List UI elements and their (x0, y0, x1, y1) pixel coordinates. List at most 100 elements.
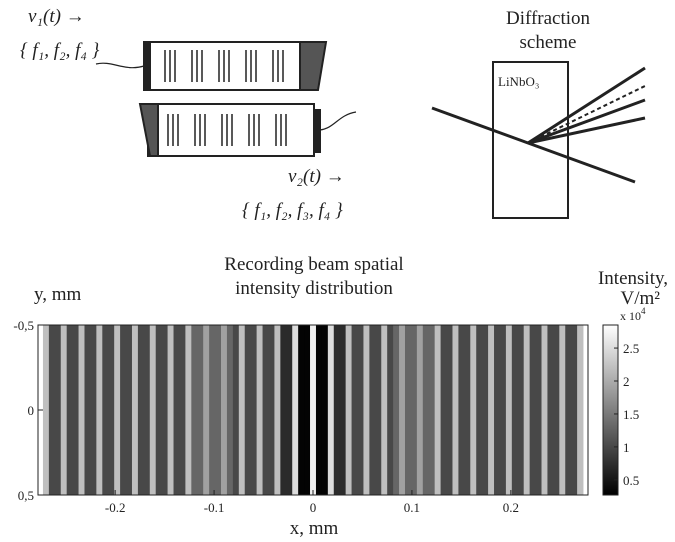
intensity-column (351, 325, 358, 495)
colorbar-label: V/m² (621, 288, 661, 309)
diffraction-diagram: Diffraction scheme LiNbO₃ (431, 8, 646, 219)
colorbar-tick-label: 2.5 (623, 341, 639, 356)
intensity-column (102, 325, 109, 495)
intensity-column (226, 325, 234, 495)
scheme-title: scheme (520, 32, 577, 53)
intensity-column (517, 325, 525, 495)
intensity-column (203, 325, 210, 495)
intensity-column (410, 325, 418, 495)
colorbar-tick-label: 1 (623, 440, 630, 455)
intensity-column (66, 325, 74, 495)
intensity-column (499, 325, 507, 495)
intensity-column (422, 325, 430, 495)
intensity-column (488, 325, 495, 495)
scheme-title: Diffraction (506, 8, 591, 29)
intensity-column (428, 325, 436, 495)
intensity-column (559, 325, 566, 495)
intensity-column (197, 325, 204, 495)
intensity-column (167, 325, 174, 495)
chart-title: intensity distribution (235, 278, 393, 299)
intensity-column (393, 325, 400, 495)
heatmap (42, 325, 584, 495)
intensity-column (96, 325, 103, 495)
intensity-column (60, 325, 68, 495)
intensity-column (72, 325, 79, 495)
intensity-column (511, 325, 519, 495)
intensity-column (440, 325, 447, 495)
intensity-column (375, 325, 382, 495)
intensity-column (161, 325, 168, 495)
intensity-column (310, 325, 317, 495)
intensity-column (48, 325, 56, 495)
intensity-column (494, 325, 501, 495)
intensity-column (482, 325, 489, 495)
intensity-column (529, 325, 536, 495)
intensity-column (315, 325, 323, 495)
colorbar-tick-label: 0.5 (623, 473, 639, 488)
intensity-column (262, 325, 269, 495)
intensity-column (333, 325, 341, 495)
intensity-column (274, 325, 281, 495)
intensity-column (434, 325, 442, 495)
intensity-column (571, 325, 578, 495)
intensity-column (505, 325, 513, 495)
intensity-column (446, 325, 453, 495)
chart-title: Recording beam spatial (224, 254, 403, 275)
multiplier: x 10 (620, 309, 641, 323)
intensity-column (464, 325, 471, 495)
intensity-column (173, 325, 180, 495)
intensity-column (232, 325, 240, 495)
colorbar (602, 324, 619, 496)
intensity-column (280, 325, 287, 495)
intensity-column (137, 325, 145, 495)
y-tick-label: 0,5 (18, 488, 34, 503)
intensity-column (131, 325, 139, 495)
intensity-column (321, 325, 329, 495)
intensity-column (565, 325, 572, 495)
colorbar-tick-label: 1.5 (623, 407, 639, 422)
aom-diagram: v₁(t) → { f₁, f₂, f₄ } v₂(t) → { f₁, f₂,… (20, 6, 357, 221)
x-tick-label: -0.1 (204, 500, 225, 515)
intensity-column (387, 325, 394, 495)
intensity-column (535, 325, 542, 495)
intensity-column (78, 325, 85, 495)
intensity-column (339, 325, 347, 495)
intensity-column (452, 325, 459, 495)
colorbar-multiplier: x 104 (620, 306, 646, 323)
intensity-column (126, 325, 133, 495)
crystal-label: LiNbO₃ (498, 74, 539, 89)
intensity-column (250, 325, 258, 495)
signal-label: v₁(t) → (28, 6, 85, 27)
y-axis-label: y, mm (34, 284, 82, 305)
x-tick-label: 0.2 (503, 500, 519, 515)
colorbar-label: Intensity, (598, 268, 668, 289)
x-tick-label: 0 (310, 500, 317, 515)
intensity-column (523, 325, 531, 495)
intensity-column (369, 325, 376, 495)
intensity-column (108, 325, 115, 495)
frequency-set: { f₁, f₂, f₃, f₄ } (242, 200, 343, 221)
intensity-column (268, 325, 275, 495)
intensity-column (114, 325, 121, 495)
intensity-column (238, 325, 246, 495)
intensity-column (191, 325, 198, 495)
intensity-column (42, 325, 50, 495)
intensity-column (327, 325, 335, 495)
intensity-column (155, 325, 163, 495)
intensity-column (120, 325, 127, 495)
intensity-column (149, 325, 157, 495)
intensity-column (256, 325, 263, 495)
intensity-column (547, 325, 554, 495)
intensity-column (553, 325, 560, 495)
colorbar-tick-label: 2 (623, 374, 630, 389)
signal-label: v₂(t) → (288, 166, 345, 187)
intensity-column (84, 325, 91, 495)
intensity-column (286, 325, 293, 495)
frequency-set: { f₁, f₂, f₄ } (20, 40, 100, 61)
intensity-column (179, 325, 186, 495)
intensity-column (476, 325, 483, 495)
intensity-column (221, 325, 228, 495)
x-tick-label: 0.1 (404, 500, 420, 515)
intensity-column (577, 325, 584, 495)
intensity-column (458, 325, 465, 495)
